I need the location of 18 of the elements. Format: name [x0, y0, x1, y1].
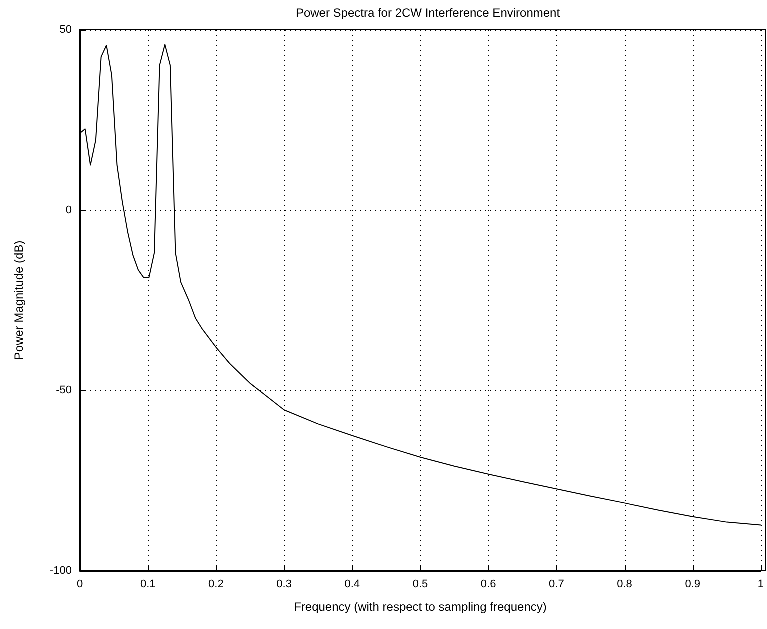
- x-axis-title: Frequency (with respect to sampling frequency): [294, 600, 547, 614]
- y-tick-label: 0: [66, 204, 72, 216]
- x-tick-label: 1: [758, 578, 764, 590]
- y-axis-title: Power Magnitude (dB): [12, 240, 26, 360]
- x-tick-label: 0.3: [276, 578, 292, 590]
- x-tick-label: 0.5: [412, 578, 428, 590]
- x-tick-label: 0.1: [140, 578, 156, 590]
- y-tick-label: -100: [50, 565, 72, 577]
- x-tick-label: 0.6: [480, 578, 496, 590]
- x-tick-label: 0: [76, 578, 84, 590]
- x-tick-label: 0.2: [208, 578, 224, 590]
- y-tick-label: -50: [56, 384, 72, 397]
- x-tick-label: 0.4: [344, 578, 360, 590]
- x-tick-label: 0.7: [549, 578, 564, 590]
- x-tick-label: 0.8: [617, 578, 632, 590]
- x-tick-label: 0.9: [685, 578, 700, 590]
- chart-title: Power Spectra for 2CW Interference Environment: [296, 6, 561, 20]
- y-tick-label: 50: [60, 24, 72, 36]
